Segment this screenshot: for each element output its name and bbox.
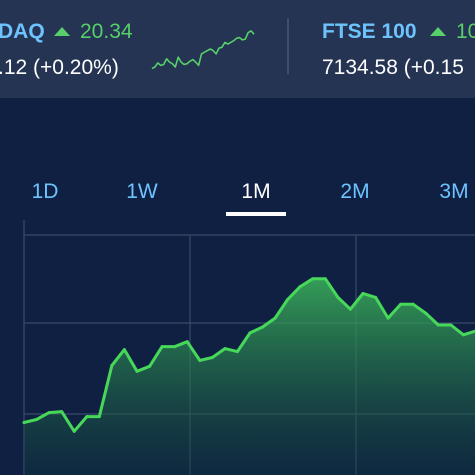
active-tab-indicator [226, 212, 286, 216]
data-point [298, 285, 302, 289]
data-point [323, 277, 327, 281]
data-point [135, 369, 139, 373]
ticker-value: 7134.58 (+0.15 [322, 56, 464, 79]
data-point [336, 295, 340, 299]
tab-2m[interactable]: 2M [340, 180, 370, 203]
data-point [386, 316, 390, 320]
data-point [85, 415, 89, 419]
up-arrow-icon [430, 27, 446, 36]
data-point [261, 325, 265, 329]
data-point [273, 316, 277, 320]
data-point [361, 292, 365, 295]
data-point [72, 429, 76, 433]
data-point [461, 333, 465, 337]
data-point [47, 411, 51, 415]
ticker-divider [287, 18, 289, 74]
data-point [110, 363, 114, 367]
sparkline [151, 30, 255, 70]
tab-1d[interactable]: 1D [31, 180, 59, 203]
data-point [399, 302, 403, 306]
data-point [223, 347, 227, 351]
data-point [348, 307, 352, 311]
ticker-name[interactable]: FTSE 100 [322, 20, 417, 43]
ticker-change: 20.34 [80, 20, 133, 43]
data-point [449, 323, 453, 327]
sparkline-chart [151, 30, 255, 70]
data-point [122, 348, 126, 352]
data-point [248, 331, 252, 335]
data-point [22, 421, 26, 424]
data-point [35, 418, 39, 421]
data-point [173, 345, 177, 349]
tab-3m[interactable]: 3M [439, 180, 469, 203]
ticker-name[interactable]: DAQ [0, 20, 45, 43]
data-point [235, 350, 239, 354]
data-point [436, 323, 440, 327]
chart-area [24, 278, 475, 475]
data-point [160, 345, 164, 349]
data-point [374, 295, 378, 299]
ticker-strip: DAQ 20.34 .12 (+0.20%) FTSE 100 10 7134.… [0, 0, 475, 98]
up-arrow-icon [54, 27, 70, 36]
data-point [60, 410, 64, 414]
price-chart [22, 220, 475, 475]
data-point [97, 415, 101, 419]
data-point [185, 340, 189, 344]
data-point [286, 297, 290, 301]
ticker-change: 10 [456, 20, 475, 43]
data-point [411, 302, 415, 306]
data-point [311, 277, 315, 281]
data-point [198, 358, 202, 362]
tab-1w[interactable]: 1W [126, 180, 158, 203]
data-point [424, 311, 428, 315]
ticker-value: .12 (+0.20%) [0, 56, 119, 79]
data-point [210, 356, 214, 359]
data-point [148, 364, 152, 368]
tab-1m[interactable]: 1M [241, 180, 271, 203]
